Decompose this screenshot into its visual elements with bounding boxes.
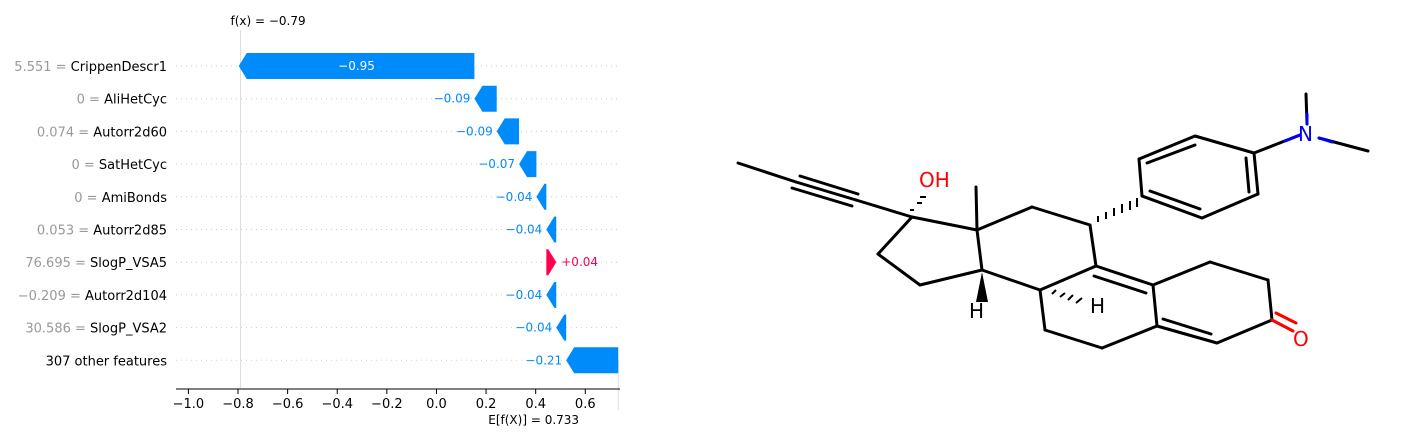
shap-bar [556,314,567,341]
atom-n: N [1298,122,1313,146]
bar-value-label: −0.21 [525,353,562,367]
x-tick-label: 0.0 [426,397,447,412]
bar-value-label: −0.09 [434,92,471,106]
feature-name: 307 other features [46,354,168,369]
feature-name: CrippenDescr1 [71,60,167,75]
x-tick-label: −0.8 [222,397,254,412]
x-tick-label: −0.4 [321,397,353,412]
feature-label: 307 other features [46,354,168,369]
x-tick-label: 0.2 [476,397,497,412]
bar-value-label: −0.04 [506,288,543,302]
atom-h-1: H [969,299,984,323]
shap-bar [546,216,557,243]
atom-oh: OH [919,168,950,192]
molecule-atom-labels: OH N O H H [919,122,1313,351]
feature-label: 30.586 = SlogP_VSA2 [25,322,167,337]
atom-h-2: H [1090,294,1105,318]
feature-label: 0.053 = Autorr2d85 [37,224,167,239]
bar-value-label: −0.09 [456,124,493,138]
bar-value-label: +0.04 [561,255,598,269]
feature-label: 0 = SatHetCyc [71,158,167,173]
wedge-bond [976,272,988,302]
feature-value: 0.074 = [37,125,93,140]
x-tick-label: −0.6 [272,397,304,412]
atom-o: O [1293,327,1309,351]
feature-value: 0 = [74,191,101,206]
bar-value-label: −0.04 [496,190,533,204]
feature-label: 5.551 = CrippenDescr1 [14,60,167,75]
shap-bar [496,118,520,145]
base-value-label: E[f(X)] = 0.733 [488,413,579,427]
feature-name: AmiBonds [102,191,168,206]
bar-value-label: −0.04 [506,223,543,237]
fx-label: f(x) = −0.79 [230,14,305,28]
feature-name: SlogP_VSA2 [90,322,167,337]
x-tick-label: −0.2 [371,397,403,412]
molecule-stereo-bonds [910,196,1138,304]
feature-value: 0 = [77,93,104,108]
feature-value: 76.695 = [25,256,90,271]
bar-value-label: −0.07 [478,157,515,171]
feature-label: −0.209 = Autorr2d104 [18,289,167,304]
shap-bar [238,53,475,79]
feature-name: SatHetCyc [99,158,167,173]
molecule-bonds [736,92,1370,350]
feature-value: −0.209 = [18,289,85,304]
shap-bar [474,85,497,112]
feature-label: 0 = AliHetCyc [77,93,167,108]
shap-bar [519,151,537,178]
shap-bar [566,347,619,374]
shap-bar [536,183,547,210]
feature-value: 5.551 = [14,60,70,75]
molecule-heteroatom-bonds [1270,112,1334,333]
feature-label: 0.074 = Autorr2d60 [37,125,167,140]
feature-value: 0.053 = [37,224,93,239]
feature-name: AliHetCyc [104,93,167,108]
feature-name: Autorr2d60 [93,125,167,140]
feature-value: 30.586 = [25,322,90,337]
shap-bar [546,281,557,308]
feature-label: 76.695 = SlogP_VSA5 [25,256,167,271]
bar-value-label: −0.95 [338,59,375,73]
shap-waterfall-chart: −0.95 5.551 = CrippenDescr1 −0.09 0 = AliHe… [14,14,620,427]
bar-value-label: −0.04 [515,321,552,335]
shap-bar [546,249,557,276]
x-tick-label: −1.0 [173,397,205,412]
feature-name: SlogP_VSA5 [90,256,167,271]
feature-value: 0 = [71,158,98,173]
feature-label: 0 = AmiBonds [74,191,167,206]
x-tick-label: 0.4 [525,397,546,412]
feature-name: Autorr2d104 [85,289,167,304]
feature-name: Autorr2d85 [93,224,167,239]
x-tick-label: 0.6 [575,397,596,412]
